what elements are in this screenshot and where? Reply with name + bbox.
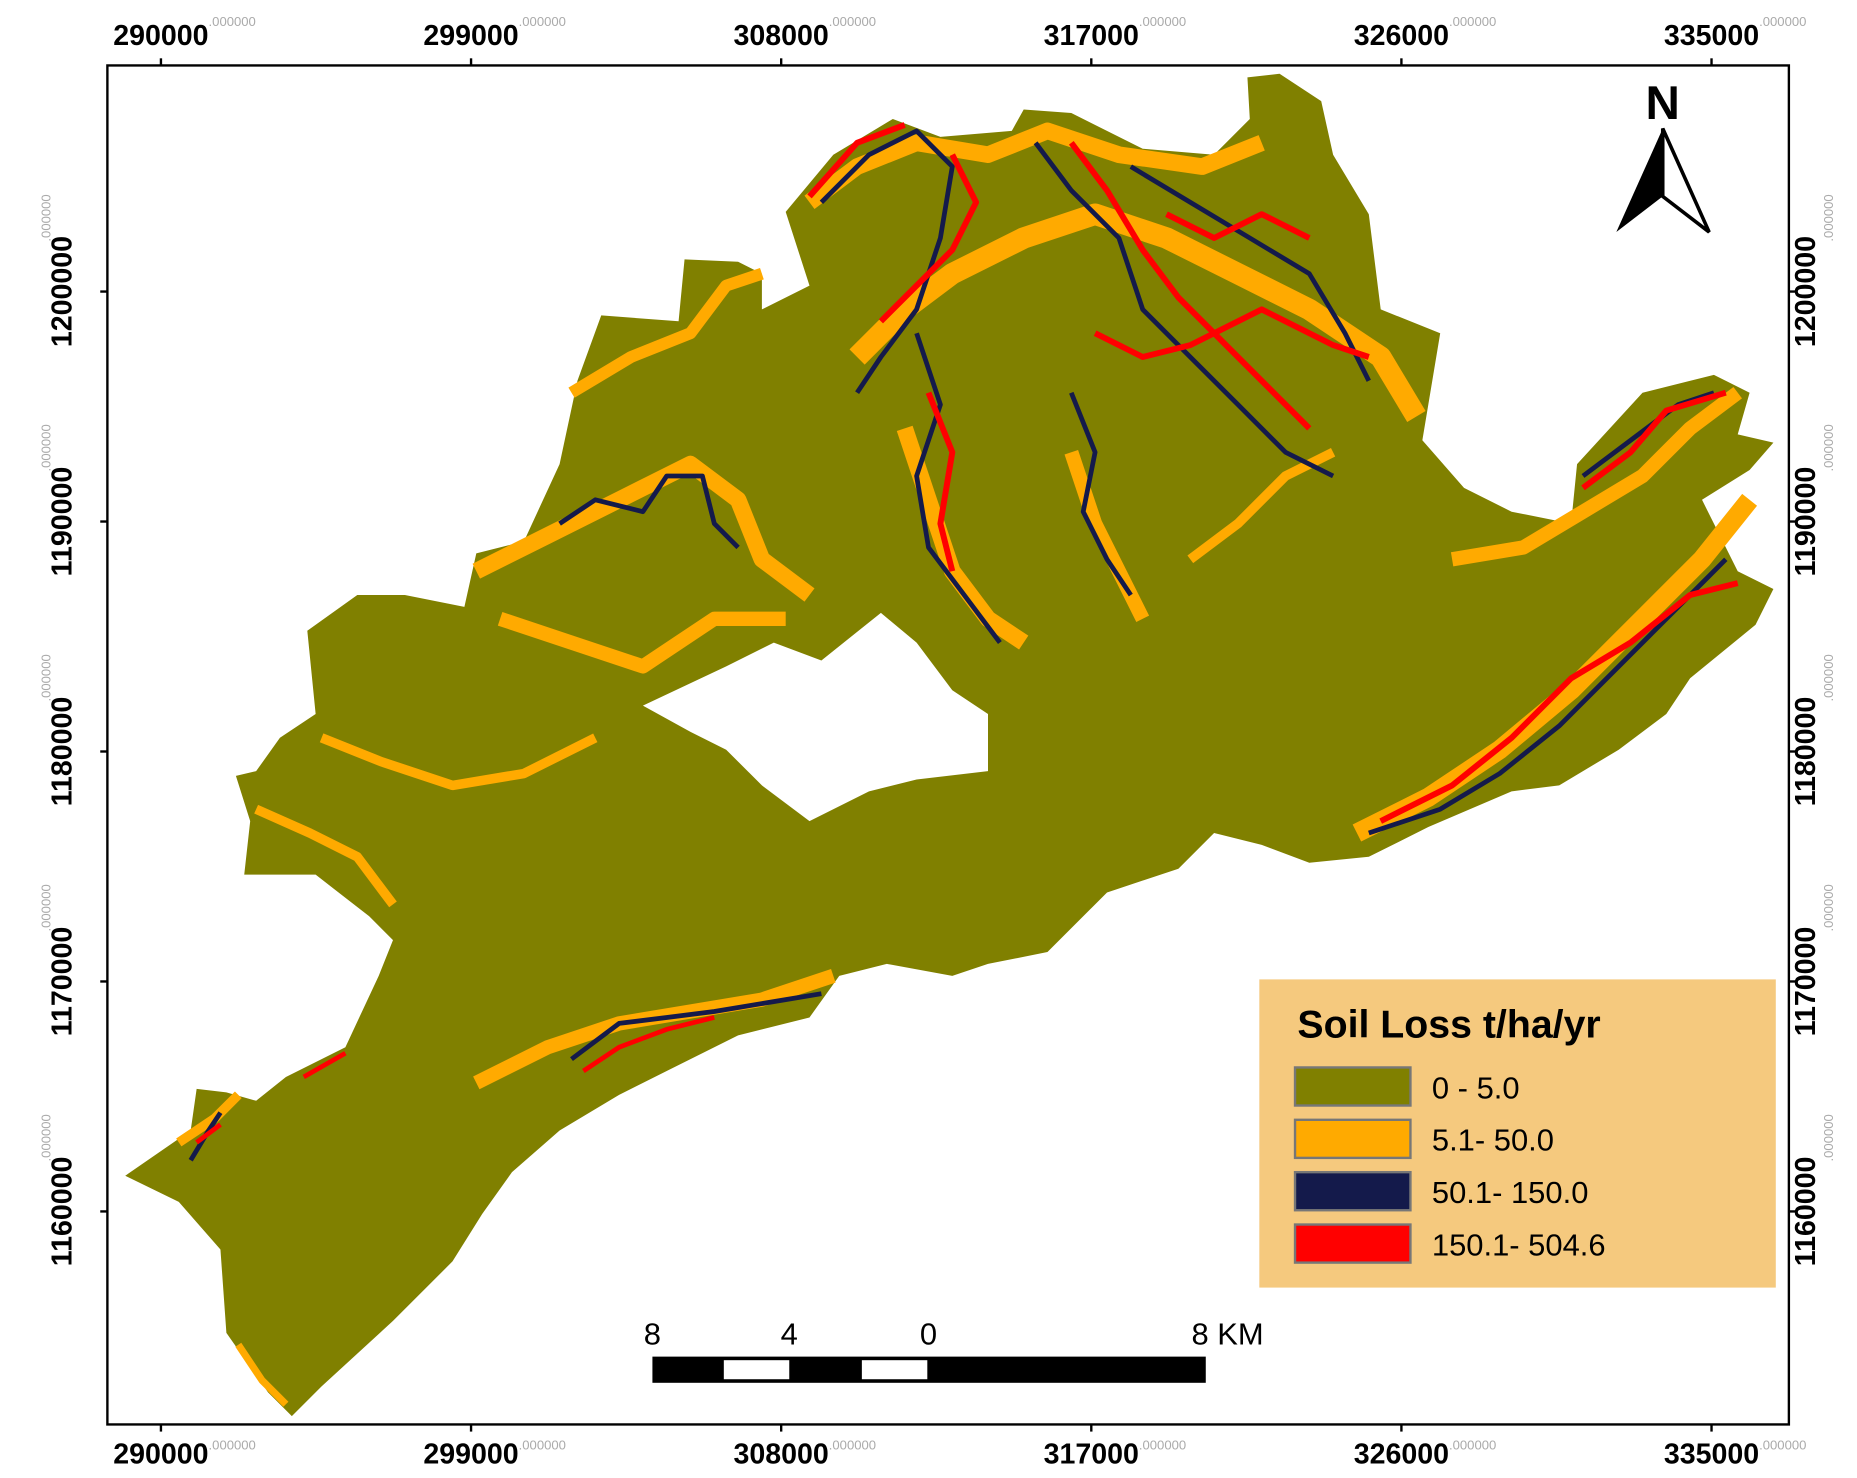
x-coordinate-label: 317000: [1044, 20, 1139, 52]
coordinate-suffix: .000000: [1139, 14, 1186, 29]
legend-label: 5.1- 50.0: [1432, 1123, 1554, 1158]
x-coordinate-label: 317000: [1044, 1439, 1139, 1471]
x-coordinate-label: 335000: [1664, 20, 1759, 52]
legend-swatch: [1293, 1170, 1412, 1212]
x-coordinate-label: 290000: [113, 20, 208, 52]
scale-segment: [723, 1360, 790, 1380]
north-arrow: N: [1616, 77, 1711, 234]
y-coordinate-label: 1190000: [47, 467, 79, 577]
coordinate-suffix: .000000: [1759, 1437, 1806, 1452]
x-coordinate-label: 335000: [1664, 1439, 1759, 1471]
x-coordinate-label: 299000: [423, 1439, 518, 1471]
y-coordinate-label: 1200000: [47, 236, 79, 347]
coordinate-suffix: .000000: [1139, 1437, 1186, 1452]
north-label: N: [1646, 77, 1680, 130]
erosion-patches: [176, 122, 1758, 1407]
coordinate-suffix: .000000: [1821, 424, 1836, 471]
coordinate-suffix: .000000: [38, 884, 53, 931]
scale-label: 4: [781, 1317, 798, 1352]
watershed: [125, 73, 1774, 1417]
legend-swatch: [1293, 1118, 1412, 1160]
coordinate-suffix: .000000: [1821, 884, 1836, 931]
coordinate-suffix: .000000: [519, 14, 566, 29]
coordinate-suffix: .000000: [519, 1437, 566, 1452]
terrain: [125, 73, 1774, 1417]
y-coordinate-label: 1160000: [47, 1157, 79, 1267]
coordinate-suffix: .000000: [209, 14, 256, 29]
scale-label: 8 KM: [1191, 1317, 1263, 1352]
coordinate-suffix: .000000: [1449, 1437, 1496, 1452]
coordinate-suffix: .000000: [1821, 194, 1836, 241]
legend-label: 0 - 5.0: [1432, 1070, 1520, 1105]
north-arrow-right: [1660, 127, 1711, 234]
x-coordinate-label: 326000: [1354, 20, 1449, 52]
coordinate-suffix: .000000: [1759, 14, 1806, 29]
legend-label: 150.1- 504.6: [1432, 1227, 1606, 1262]
legend-swatch: [1293, 1223, 1412, 1264]
coordinate-suffix: .000000: [209, 1437, 256, 1452]
scale-segment: [861, 1360, 928, 1380]
coordinate-suffix: .000000: [1821, 654, 1836, 701]
x-coordinate-label: 308000: [734, 20, 829, 52]
scale-label: 8: [644, 1317, 661, 1352]
legend-title: Soil Loss t/ha/yr: [1297, 1003, 1600, 1047]
coordinate-suffix: .000000: [829, 1437, 876, 1452]
x-coordinate-label: 308000: [734, 1439, 829, 1471]
north-arrow-left: [1616, 128, 1663, 233]
legend: Soil Loss t/ha/yr 0 - 5.0 5.1- 50.0 50.1- …: [1259, 979, 1776, 1288]
coordinate-suffix: .000000: [829, 14, 876, 29]
x-coordinate-label: 326000: [1354, 1439, 1449, 1471]
y-coordinate-label: 1180000: [47, 697, 79, 807]
coordinate-suffix: .000000: [1821, 1114, 1836, 1161]
x-coordinate-label: 290000: [113, 1439, 208, 1471]
scale-label: 0: [920, 1317, 937, 1352]
coordinate-suffix: .000000: [38, 1114, 53, 1161]
y-coordinate-label: 1170000: [47, 927, 79, 1037]
x-coordinate-label: 299000: [423, 20, 518, 52]
scale-bar: 8 4 0 8 KM: [644, 1317, 1264, 1383]
coordinate-labels: 290000.000000290000.000000299000.0000002…: [38, 14, 1836, 1471]
coordinate-suffix: .000000: [38, 654, 53, 701]
coordinate-suffix: .000000: [38, 424, 53, 471]
coordinate-suffix: .000000: [1449, 14, 1496, 29]
coordinate-suffix: .000000: [38, 194, 53, 241]
legend-label: 50.1- 150.0: [1432, 1175, 1589, 1210]
legend-swatch: [1293, 1066, 1412, 1107]
